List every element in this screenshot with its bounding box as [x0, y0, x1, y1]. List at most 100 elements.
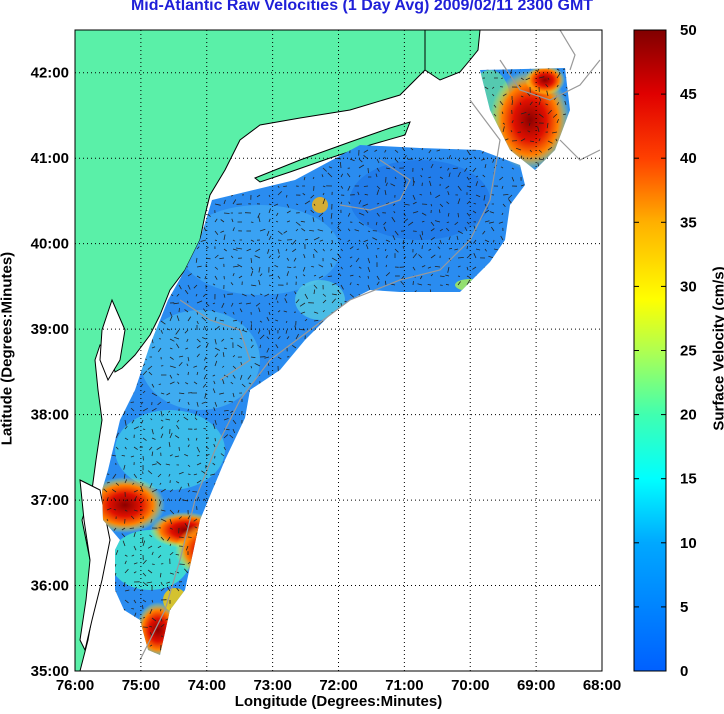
velocity-arrow — [187, 371, 189, 376]
velocity-arrow — [412, 201, 417, 205]
velocity-arrow — [196, 454, 200, 457]
velocity-arrow — [183, 568, 189, 574]
velocity-arrow — [337, 221, 342, 226]
velocity-arrow — [347, 239, 351, 242]
velocity-arrow — [230, 194, 234, 197]
velocity-arrow — [419, 234, 423, 241]
velocity-arrow — [160, 488, 166, 493]
velocity-arrow — [151, 383, 155, 388]
velocity-arrow — [563, 113, 567, 116]
velocity-arrow — [448, 247, 453, 250]
velocity-arrow — [446, 221, 450, 223]
colorbar-tick-label: 20 — [680, 407, 697, 424]
velocity-arrow — [277, 239, 282, 241]
velocity-arrow — [115, 446, 119, 450]
velocity-arrow — [151, 563, 155, 565]
velocity-arrow — [349, 264, 353, 268]
velocity-arrow — [187, 482, 190, 487]
velocity-arrow — [151, 437, 156, 440]
y-axis-ticks: 42:00 41:00 40:00 39:00 38:00 37:00 36:00 35:00 — [31, 65, 69, 680]
velocity-arrow — [223, 212, 230, 214]
velocity-arrow — [349, 293, 355, 298]
velocity-arrow — [529, 149, 533, 153]
velocity-arrow — [200, 239, 207, 242]
velocity-arrow — [318, 264, 324, 268]
velocity-arrow — [482, 230, 486, 235]
velocity-arrow — [169, 347, 173, 350]
velocity-arrow — [268, 311, 271, 315]
velocity-arrow — [358, 158, 363, 163]
velocity-arrow — [331, 257, 338, 262]
velocity-arrow — [484, 239, 490, 243]
velocity-arrow — [259, 334, 265, 340]
velocity-arrow — [429, 158, 432, 161]
velocity-arrow — [169, 572, 174, 575]
velocity-arrow — [547, 109, 552, 115]
velocity-arrow — [166, 581, 171, 584]
x-tick-label: 71:00 — [385, 677, 423, 694]
velocity-arrow — [185, 545, 189, 551]
velocity-arrow — [169, 454, 173, 457]
velocity-arrow — [222, 365, 225, 368]
velocity-arrow — [178, 398, 181, 403]
velocity-arrow — [375, 254, 378, 259]
velocity-arrow — [160, 329, 163, 334]
velocity-arrow — [358, 239, 361, 242]
velocity-arrow — [328, 166, 333, 169]
velocity-arrow — [131, 608, 135, 610]
velocity-arrow — [115, 549, 119, 556]
velocity-arrow — [187, 437, 190, 441]
velocity-arrow — [241, 329, 248, 333]
velocity-arrow — [156, 461, 162, 466]
velocity-arrow — [286, 257, 290, 261]
velocity-arrow — [275, 344, 279, 349]
velocity-arrow — [202, 337, 207, 340]
velocity-arrow — [246, 248, 252, 252]
velocity-arrow — [376, 203, 380, 205]
velocity-arrow — [358, 275, 361, 278]
velocity-arrow — [556, 72, 561, 79]
velocity-arrow — [121, 533, 126, 538]
velocity-arrow — [358, 266, 362, 269]
velocity-arrow — [488, 221, 495, 224]
velocity-arrow — [106, 518, 109, 522]
velocity-arrow — [178, 516, 182, 520]
colorbar-tick-label: 10 — [680, 535, 697, 552]
velocity-arrow — [250, 270, 254, 277]
velocity-arrow — [349, 256, 353, 259]
velocity-arrow — [286, 203, 290, 208]
velocity-arrow — [294, 291, 297, 295]
colorbar-tick-label: 35 — [680, 214, 697, 231]
velocity-arrow — [232, 419, 237, 425]
land — [75, 30, 426, 671]
velocity-arrow — [266, 347, 270, 353]
velocity-arrow — [133, 531, 136, 538]
velocity-arrow — [230, 410, 234, 414]
velocity-arrow — [475, 181, 478, 187]
velocity-arrow — [383, 221, 387, 226]
velocity-arrow — [457, 158, 461, 162]
y-axis-label: Latitude (Degrees:Minutes) — [0, 251, 16, 446]
velocity-arrow — [403, 218, 409, 223]
velocity-arrow — [131, 419, 135, 424]
velocity-arrow — [194, 526, 198, 529]
velocity-arrow — [322, 167, 327, 172]
velocity-arrow — [250, 239, 255, 242]
velocity-arrow — [187, 356, 190, 362]
velocity-arrow — [452, 167, 459, 170]
x-tick-label: 76:00 — [56, 677, 94, 694]
velocity-arrow — [457, 185, 462, 191]
velocity-arrow — [178, 563, 185, 565]
velocity-arrow — [466, 245, 468, 250]
x-tick-label: 75:00 — [122, 677, 160, 694]
velocity-arrow — [176, 315, 180, 322]
velocity-arrow — [157, 401, 162, 406]
velocity-arrow — [124, 426, 128, 430]
velocity-arrow — [472, 167, 477, 173]
velocity-arrow — [250, 257, 253, 263]
velocity-arrow — [394, 158, 399, 163]
velocity-arrow — [214, 338, 217, 345]
velocity-arrow — [221, 302, 225, 308]
velocity-arrow — [160, 623, 165, 628]
velocity-arrow — [500, 235, 504, 241]
